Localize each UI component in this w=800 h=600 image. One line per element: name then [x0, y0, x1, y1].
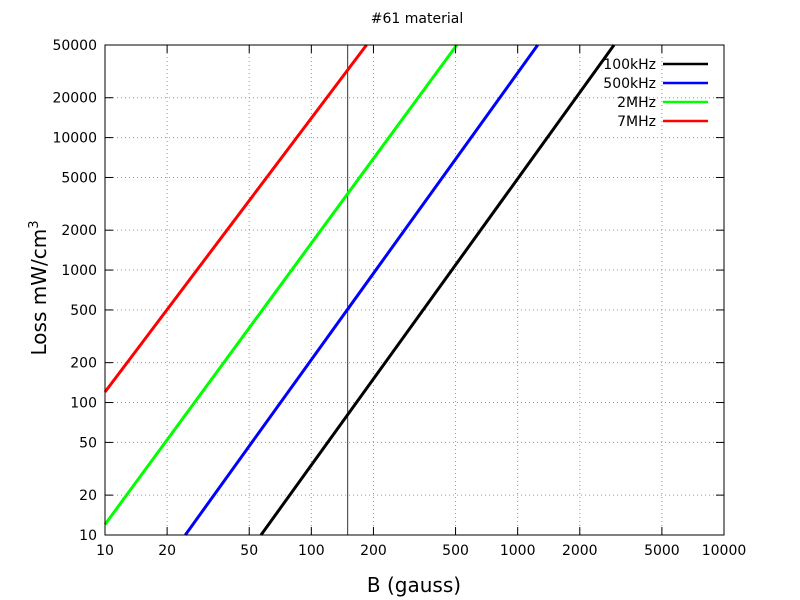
series-lines: [103, 44, 616, 536]
y-tick-label: 50: [79, 435, 97, 451]
y-tick-label: 200: [70, 356, 97, 372]
x-axis-label: B (gauss): [367, 573, 461, 597]
y-axis-label-main: Loss mW/cm: [27, 229, 51, 356]
x-tick-label: 2000: [562, 543, 598, 559]
x-tick-label: 5000: [644, 543, 680, 559]
x-tick-label: 1000: [500, 543, 536, 559]
series-line-500khz: [184, 44, 539, 536]
y-tick-label: 50000: [52, 38, 97, 54]
x-tick-label: 10000: [702, 543, 747, 559]
x-tick-label: 200: [360, 543, 387, 559]
legend: 100kHz 500kHz 2MHz 7MHz: [603, 57, 708, 130]
y-tick-label: 2000: [61, 223, 97, 239]
y-tick-label: 500: [70, 303, 97, 319]
y-tick-label: 100: [70, 396, 97, 412]
y-tick-label: 5000: [61, 170, 97, 186]
y-axis-label-superscript: 3: [27, 221, 42, 229]
legend-label: 7MHz: [617, 114, 656, 130]
grid: [105, 45, 724, 535]
x-tick-label: 100: [298, 543, 325, 559]
legend-label: 500kHz: [603, 76, 656, 92]
x-tick-label: 10: [96, 543, 114, 559]
y-tick-label: 10000: [52, 131, 97, 147]
series-line-2mhz: [103, 44, 459, 526]
y-tick-label: 20: [79, 488, 97, 504]
series-line-100khz: [259, 44, 616, 536]
legend-label: 100kHz: [603, 57, 656, 73]
chart-title: #61 material: [371, 11, 463, 27]
y-tick-label: 10: [79, 528, 97, 544]
legend-label: 2MHz: [617, 95, 656, 111]
y-tick-label: 1000: [61, 263, 97, 279]
y-axis-label: Loss mW/cm3: [27, 221, 51, 356]
x-tick-label: 50: [240, 543, 258, 559]
x-tick-label: 20: [158, 543, 176, 559]
plot-frame: [104, 44, 725, 536]
axis-ticks: 10 20 50 100 200 500 1000 2000 5000 10000 10 20 50 10…: [52, 38, 746, 559]
series-line-7mhz: [103, 44, 368, 393]
y-tick-label: 20000: [52, 91, 97, 107]
x-tick-label: 500: [442, 543, 469, 559]
